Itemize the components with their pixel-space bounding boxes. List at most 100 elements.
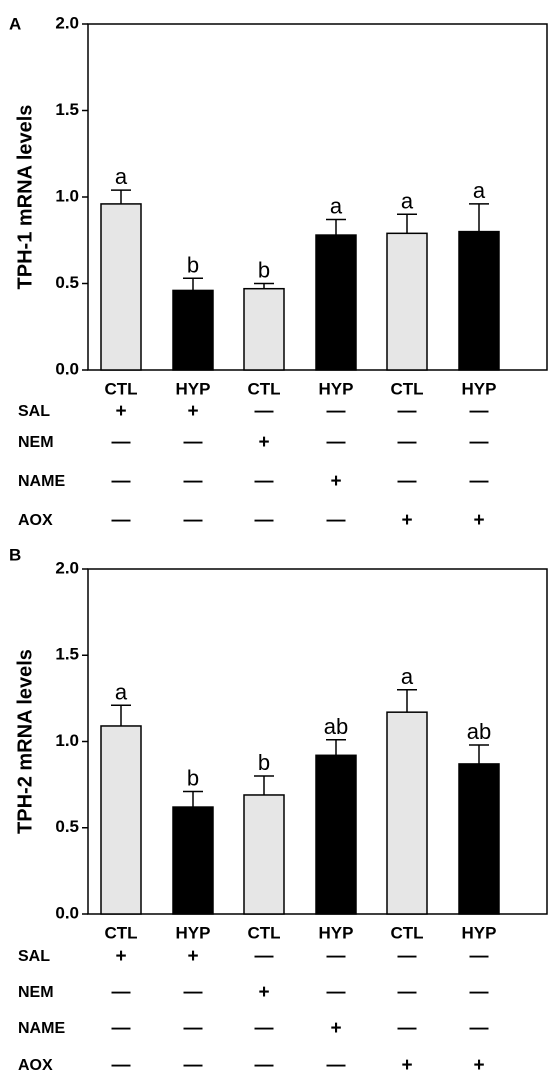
category-label: CTL <box>247 923 280 942</box>
treatment-label-name: NAME <box>18 473 65 490</box>
y-tick-label: 0.0 <box>55 903 79 922</box>
treatment-symbol: — <box>327 510 346 531</box>
treatment-symbol: — <box>255 1018 274 1039</box>
treatment-symbol: — <box>112 982 131 1003</box>
category-label: HYP <box>462 923 497 942</box>
treatment-label-nem: NEM <box>18 984 54 1001</box>
category-label: CTL <box>247 379 280 398</box>
panel-b: B 0.0 0.5 1.0 1.5 2.0 TPH-2 mRNA levels a CTL b HY… <box>9 545 548 1076</box>
significance-letter: a <box>115 679 128 704</box>
y-tick-label: 1.5 <box>55 100 79 119</box>
bar <box>386 711 428 915</box>
significance-letter: b <box>258 258 270 283</box>
treatment-symbol: — <box>184 510 203 531</box>
y-tick-label: 1.5 <box>55 645 79 664</box>
treatment-symbol: — <box>255 471 274 492</box>
treatment-symbol: + <box>115 946 126 967</box>
treatment-label-sal: SAL <box>18 403 50 420</box>
treatment-symbol: — <box>112 1055 131 1076</box>
treatment-symbol: — <box>470 471 489 492</box>
significance-letter: b <box>187 766 199 791</box>
treatment-symbol: — <box>184 1055 203 1076</box>
panel-letter: A <box>9 14 21 33</box>
bar <box>315 754 357 915</box>
treatment-symbol: — <box>112 432 131 453</box>
category-label: CTL <box>390 923 423 942</box>
significance-letter: a <box>115 164 128 189</box>
treatment-symbol: — <box>470 432 489 453</box>
y-axis-label: TPH-2 mRNA levels <box>14 649 36 834</box>
treatment-symbol: — <box>255 401 274 422</box>
treatment-symbol: — <box>398 401 417 422</box>
treatment-symbol: + <box>473 510 484 531</box>
treatment-symbol: — <box>184 432 203 453</box>
y-tick-label: 1.0 <box>55 731 79 750</box>
treatment-label-aox: AOX <box>18 512 53 529</box>
panel-letter: B <box>9 545 21 564</box>
bar <box>100 203 142 371</box>
treatment-symbol: + <box>258 982 269 1003</box>
treatment-symbol: — <box>327 946 346 967</box>
bar <box>386 232 428 371</box>
significance-letter: a <box>401 188 414 213</box>
significance-letter: a <box>330 193 343 218</box>
treatment-symbol: — <box>470 401 489 422</box>
bar <box>172 289 214 371</box>
treatment-symbol: — <box>184 1018 203 1039</box>
panel-a: A 0.0 0.5 1.0 1.5 2.0 TPH-1 mRNA levels a CTL b HY… <box>9 13 548 531</box>
treatment-symbol: + <box>330 471 341 492</box>
treatment-symbol: — <box>398 471 417 492</box>
category-label: HYP <box>462 379 497 398</box>
treatment-symbol: — <box>470 1018 489 1039</box>
significance-letter: b <box>187 252 199 277</box>
significance-letter: ab <box>324 714 348 739</box>
category-label: CTL <box>104 379 137 398</box>
treatment-symbol: — <box>255 510 274 531</box>
treatment-symbol: + <box>473 1055 484 1076</box>
treatment-symbol: + <box>401 1055 412 1076</box>
treatment-symbol: + <box>187 946 198 967</box>
category-label: CTL <box>104 923 137 942</box>
y-tick-label: 0.0 <box>55 359 79 378</box>
y-tick-label: 0.5 <box>55 273 79 292</box>
treatment-symbol: — <box>470 982 489 1003</box>
treatment-symbol: — <box>398 982 417 1003</box>
bar <box>458 230 500 371</box>
treatment-symbol: — <box>327 432 346 453</box>
treatment-symbol: — <box>112 510 131 531</box>
treatment-symbol: — <box>184 982 203 1003</box>
category-label: HYP <box>176 923 211 942</box>
treatment-symbol: + <box>187 401 198 422</box>
y-tick-label: 2.0 <box>55 13 79 32</box>
category-label: HYP <box>319 379 354 398</box>
category-label: CTL <box>390 379 423 398</box>
treatment-label-sal: SAL <box>18 948 50 965</box>
bar <box>243 794 285 915</box>
y-tick-label: 0.5 <box>55 817 79 836</box>
category-label: HYP <box>319 923 354 942</box>
treatment-symbol: + <box>401 510 412 531</box>
treatment-symbol: — <box>112 1018 131 1039</box>
treatment-symbol: + <box>258 432 269 453</box>
treatment-symbol: — <box>470 946 489 967</box>
bar <box>315 234 357 371</box>
treatment-symbol: — <box>398 1018 417 1039</box>
bar <box>243 287 285 371</box>
treatment-symbol: — <box>398 946 417 967</box>
treatment-symbol: — <box>327 982 346 1003</box>
significance-letter: b <box>258 750 270 775</box>
y-tick-label: 1.0 <box>55 186 79 205</box>
y-tick-label: 2.0 <box>55 558 79 577</box>
treatment-label-aox: AOX <box>18 1057 53 1074</box>
significance-letter: a <box>401 664 414 689</box>
treatment-symbol: + <box>330 1018 341 1039</box>
treatment-symbol: — <box>112 471 131 492</box>
treatment-symbol: — <box>255 1055 274 1076</box>
y-axis-label: TPH-1 mRNA levels <box>14 105 36 290</box>
bar <box>172 806 214 915</box>
treatment-label-nem: NEM <box>18 434 54 451</box>
treatment-symbol: — <box>327 1055 346 1076</box>
treatment-symbol: + <box>115 401 126 422</box>
treatment-symbol: — <box>398 432 417 453</box>
